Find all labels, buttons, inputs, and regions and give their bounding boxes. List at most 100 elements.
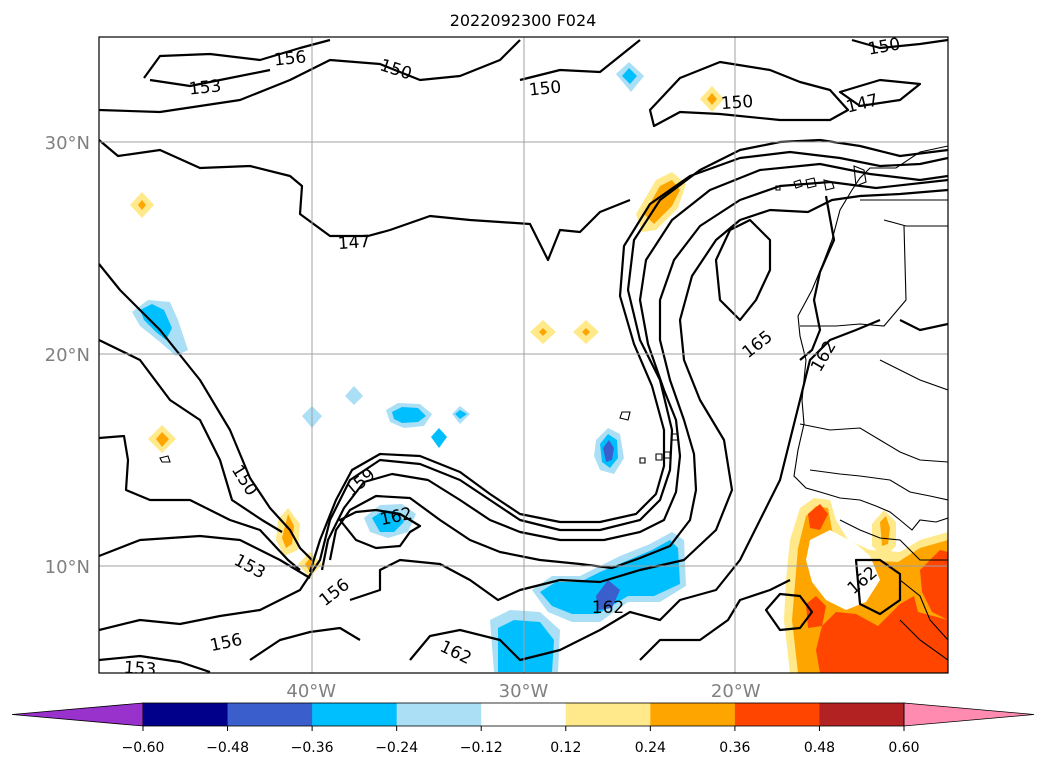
- contour-line: [99, 39, 521, 114]
- coastline: [655, 453, 663, 461]
- contour-label: 156: [273, 47, 307, 70]
- lat-tick-label: 10°N: [45, 557, 90, 578]
- contour-label: 162: [592, 598, 624, 618]
- contour-label: 162: [437, 637, 475, 669]
- contour-label: 150: [720, 92, 754, 114]
- contour-line: [99, 654, 211, 673]
- map-frame: [98, 36, 949, 674]
- lat-tick-label: 20°N: [45, 345, 90, 366]
- colorbar-tick-label: 0.36: [719, 740, 750, 756]
- coastline: [663, 451, 671, 459]
- colorbar-segment: [734, 703, 820, 726]
- contour-line: [99, 434, 301, 571]
- shading-patch: [596, 580, 620, 610]
- colorbar-tick-label: 0.60: [888, 740, 919, 756]
- colorbar-extend-high: [903, 702, 1035, 727]
- contour-line: [99, 139, 631, 262]
- chart-title: 2022092300 F024: [450, 11, 597, 30]
- colorbar-tick-label: 0.12: [550, 740, 581, 756]
- coastline: [639, 457, 646, 464]
- contour-line: [149, 68, 271, 88]
- coastline: [619, 411, 631, 421]
- shading-patch: [582, 328, 590, 336]
- lon-tick-label: 20°W: [711, 681, 761, 702]
- colorbar-extend-low: [11, 702, 144, 727]
- contour-label: 153: [123, 658, 157, 680]
- contour-line: [143, 38, 331, 79]
- contour-line: [328, 178, 948, 570]
- shading-patch: [138, 200, 146, 210]
- colorbar-segment: [396, 703, 482, 726]
- contour-line: [799, 195, 836, 361]
- shading-patch: [498, 620, 554, 672]
- lat-tick-labels: 10°N 20°N 30°N: [45, 133, 90, 578]
- shading-patch: [345, 386, 363, 405]
- shading-patch: [920, 550, 948, 620]
- shading-patch: [540, 540, 680, 614]
- colorbar-tick-label: −0.12: [460, 740, 503, 756]
- shading-patch: [603, 440, 614, 462]
- contour-line: [308, 150, 948, 573]
- colorbar-segment: [312, 703, 398, 726]
- contour-label: 150: [377, 55, 414, 84]
- shading-patch: [707, 93, 717, 105]
- shading-patch: [806, 530, 880, 610]
- contour-line: [320, 162, 948, 571]
- colorbar-segment: [227, 703, 313, 726]
- shading-patch: [622, 68, 637, 84]
- coastlines: [159, 145, 948, 661]
- coastline: [799, 423, 948, 463]
- shading-patch: [539, 328, 547, 336]
- lon-tick-labels: 40°W 30°W 20°W: [286, 681, 760, 702]
- contour-label: 150: [227, 461, 261, 499]
- colorbar-segment: [565, 703, 651, 726]
- contour-line: [99, 339, 283, 533]
- colorbar: −0.60 −0.48 −0.36 −0.24 −0.12 0.12 0.24 0.36 0.4…: [11, 702, 1035, 756]
- colorbar-frame: [142, 702, 905, 727]
- contour-line: [899, 319, 948, 332]
- coastline: [671, 433, 679, 441]
- colorbar-segment: [481, 703, 567, 726]
- shading-patch: [372, 510, 404, 532]
- lon-tick-label: 30°W: [499, 681, 549, 702]
- shading-patch: [282, 514, 294, 548]
- contour-label: 162: [807, 337, 841, 375]
- contour-label: 153: [188, 76, 222, 99]
- contour-lines: [99, 38, 948, 673]
- shading-patch: [431, 428, 447, 448]
- coastline: [879, 359, 948, 391]
- colorbar-tick-label: 0.24: [635, 740, 666, 756]
- coastline: [809, 469, 948, 501]
- contour-label: 150: [528, 77, 562, 100]
- contour-line: [99, 138, 948, 632]
- contour-label: 159: [342, 465, 380, 501]
- contour-line: [519, 39, 641, 82]
- contour-label: 147: [844, 90, 880, 117]
- shading-patch: [156, 432, 169, 447]
- coastline: [899, 619, 948, 661]
- contour-line: [99, 534, 311, 579]
- colorbar-segment: [143, 703, 229, 726]
- contour-line: [249, 626, 361, 661]
- contour-label: 156: [208, 630, 244, 656]
- colorbar-tick-label: −0.24: [375, 740, 418, 756]
- coastline: [853, 165, 867, 187]
- colorbar-segment: [650, 703, 736, 726]
- coastline: [800, 225, 907, 327]
- contour-line: [639, 579, 791, 661]
- contour-line: [409, 318, 881, 662]
- lon-tick-label: 40°W: [286, 681, 336, 702]
- coastline: [823, 179, 835, 191]
- map-area: 156 153 150 150 150 150 147 147 165 162 …: [99, 37, 948, 680]
- colorbar-tick-label: −0.36: [291, 740, 334, 756]
- shading-patch: [816, 596, 948, 673]
- gridlines: [99, 37, 948, 673]
- contour-line: [764, 592, 814, 632]
- coastline: [899, 579, 948, 641]
- coastline: [883, 219, 948, 227]
- coastline: [839, 519, 948, 561]
- contour-line: [854, 558, 902, 616]
- contour-line: [349, 188, 948, 602]
- coastline: [775, 185, 781, 191]
